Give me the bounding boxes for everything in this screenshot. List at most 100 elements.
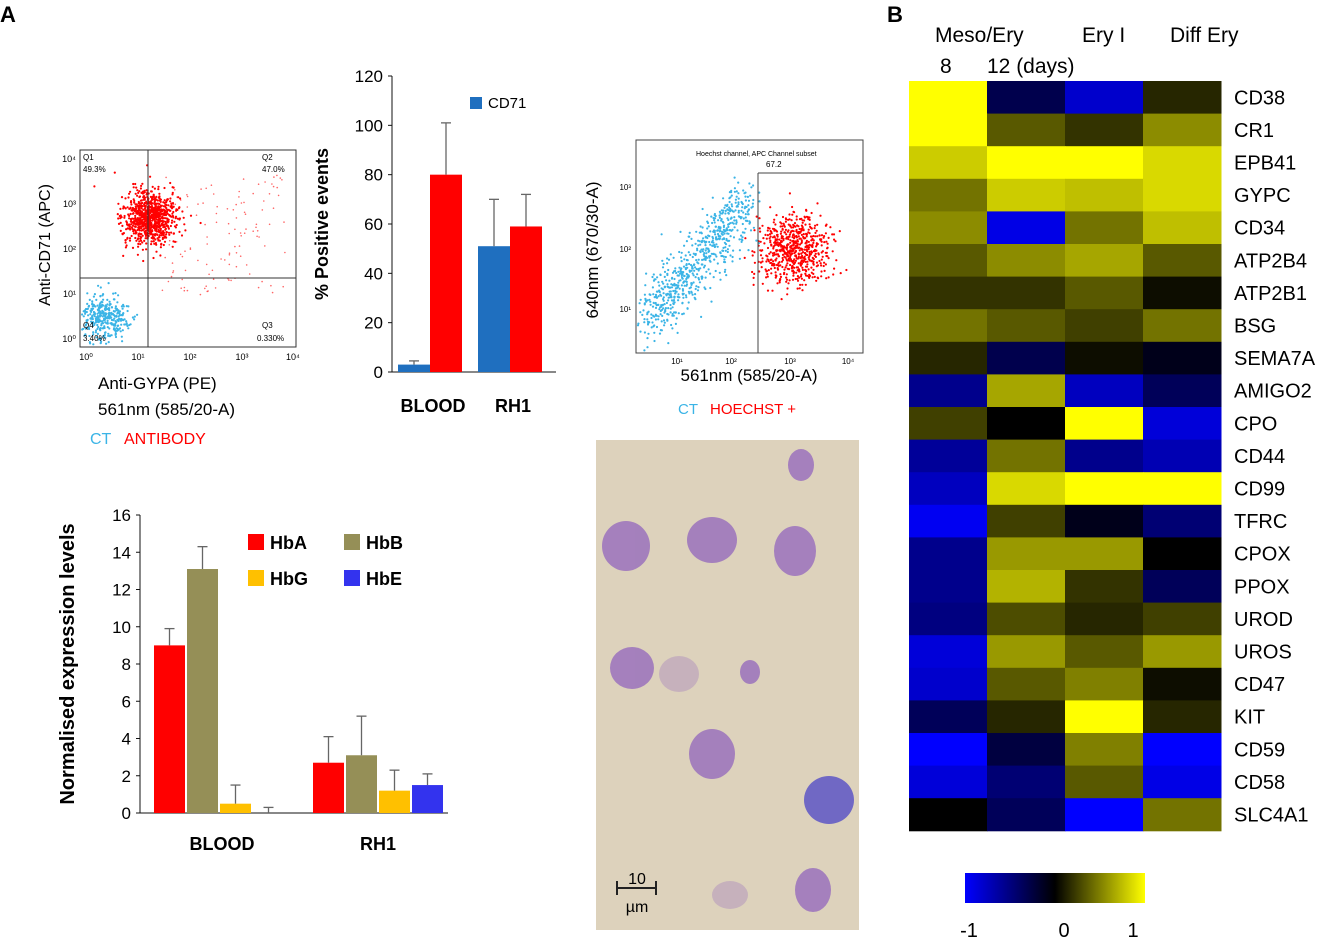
flow1-dot — [157, 185, 160, 188]
flow1-dot-ct — [108, 311, 111, 314]
flow1-dot — [238, 196, 240, 198]
flow2-dot-ct — [744, 213, 747, 216]
flow2-dot-ct — [683, 258, 686, 261]
flow2-dot — [815, 229, 818, 232]
cell — [602, 521, 650, 571]
heatmap-row-label: ATP2B4 — [1234, 250, 1307, 272]
flow2-dot — [804, 258, 807, 261]
flow1-dot — [144, 201, 147, 205]
flow1-dot — [162, 243, 165, 247]
flow2-dot-ct — [750, 186, 753, 189]
flow1-dot — [170, 202, 173, 205]
flow2-dot — [795, 228, 798, 232]
flow1-dot-ct — [84, 324, 87, 327]
flow1-dot — [171, 262, 174, 264]
flow1-dot — [167, 231, 171, 234]
flow1-dot — [165, 231, 168, 234]
flow1-dot — [261, 280, 263, 283]
flow2-dot-ct — [746, 219, 749, 223]
flow2-dot-ct — [667, 268, 670, 272]
flow1-dot — [240, 235, 242, 237]
flow2-dot — [791, 213, 794, 216]
flow2-dot — [770, 258, 773, 261]
heatmap-cell — [909, 733, 988, 767]
flow2-dot-ct — [689, 253, 692, 256]
flow1-dot — [160, 242, 163, 245]
flow2-dot-ct — [725, 227, 728, 230]
flow1-dot-ct — [81, 328, 84, 331]
flow1-dot-ct — [121, 329, 124, 332]
flow2-dot — [791, 229, 794, 232]
flow2-dot — [751, 270, 754, 274]
flow1-dot-ct — [131, 316, 134, 319]
flow2-dot — [753, 272, 756, 275]
flow2-dot-ct — [704, 244, 707, 247]
flow1-dot — [156, 199, 159, 202]
flow2-dot-ct — [730, 216, 733, 219]
flow1-dot-ct — [97, 338, 100, 341]
heatmap-row-label: SEMA7A — [1234, 348, 1316, 370]
flow2-dot — [820, 270, 823, 273]
flow1-dot — [172, 216, 175, 219]
flow1-dot — [128, 239, 132, 242]
flow2-dot — [821, 255, 824, 258]
flow2-dot — [777, 262, 780, 265]
flow1-dot-ct — [104, 316, 108, 319]
flow1-dot — [134, 192, 137, 195]
flow2-dot-ct — [696, 273, 699, 276]
flow1-dot-ct — [136, 313, 139, 316]
flow2-dot — [799, 257, 802, 260]
flow2-dot — [810, 239, 813, 242]
flow2-dot — [765, 254, 768, 257]
y-tick-label: 2 — [122, 767, 131, 786]
flow2-dot — [775, 263, 779, 267]
flow1-dot-ct — [102, 326, 105, 329]
flow1-dot — [124, 241, 127, 244]
flow2-dot-ct — [675, 271, 678, 275]
flow1-xtick-0: 10⁰ — [79, 352, 93, 362]
flow2-dot — [801, 266, 804, 269]
flow2-dot — [823, 261, 826, 264]
flow1-dot — [212, 193, 215, 195]
flow1-legend-ct: CT — [90, 431, 112, 448]
flow1-dot — [145, 225, 148, 228]
flow2-dot-ct — [680, 256, 683, 259]
flow2-dot — [831, 233, 834, 236]
flow2-dot-ct — [734, 209, 737, 212]
heatmap-cell — [1065, 211, 1144, 245]
flow1-dot-ct — [117, 311, 120, 314]
flow2-dot-ct — [647, 322, 650, 325]
flow2-dot — [780, 260, 784, 263]
flow2-dot — [785, 244, 789, 247]
flow2-dot — [818, 259, 821, 263]
heatmap-row-label: EPB41 — [1234, 153, 1296, 175]
heatmap-cell — [987, 309, 1066, 343]
flow1-dot-ct — [106, 322, 109, 325]
heatmap-cell — [987, 81, 1066, 115]
flow2-dot — [790, 226, 793, 229]
flow1-dot — [243, 211, 246, 214]
flow1-dot-ct — [109, 302, 112, 305]
flow2-dot-ct — [639, 298, 642, 301]
flow2-dot — [789, 241, 792, 244]
flow2-dot-ct — [719, 252, 722, 255]
flow2-dot — [774, 242, 777, 245]
flow1-dot-ct — [107, 282, 110, 285]
flow2-dot-ct — [723, 261, 727, 264]
flow1-ytick-0: 10⁰ — [62, 334, 76, 344]
flow1-dot — [130, 203, 133, 206]
flow2-dot — [824, 263, 828, 266]
flow2-xtick-1: 10¹ — [671, 357, 683, 366]
flow2-dot-ct — [733, 226, 736, 229]
flow2-dot — [783, 252, 786, 255]
flow2-dot — [786, 254, 789, 257]
flow1-dot-ct — [86, 292, 89, 295]
flow1-dot-ct — [89, 313, 92, 316]
flow1-dot — [133, 228, 136, 232]
flow1-dot — [234, 228, 236, 231]
flow2-dot — [782, 222, 785, 225]
flow1-dot — [132, 232, 135, 235]
flow2-dot-ct — [659, 273, 662, 276]
flow1-dot — [162, 217, 166, 220]
flow1-dot-ct — [92, 295, 95, 298]
